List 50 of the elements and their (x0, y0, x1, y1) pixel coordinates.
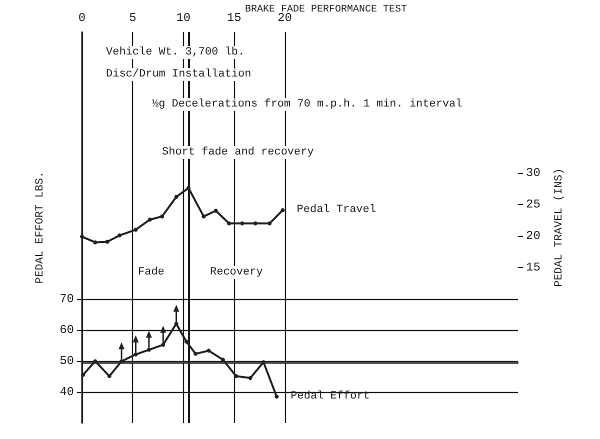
series-label: Pedal Travel (296, 204, 376, 216)
y2-tick-label: 15 (526, 260, 540, 275)
point (202, 214, 206, 218)
annotation: Vehicle Wt. 3,700 lb. (106, 46, 245, 58)
point (280, 208, 285, 212)
y2-axis-title: PEDAL TRAVEL (INS) (554, 168, 566, 287)
point (206, 348, 211, 353)
point (161, 342, 166, 347)
point (184, 340, 188, 344)
annotation: Recovery (210, 266, 264, 278)
point (248, 376, 252, 380)
x-tick-label: 20 (278, 11, 292, 25)
y-tick-label: 40 (60, 384, 74, 399)
annotation: Fade (138, 266, 164, 278)
point (134, 352, 138, 356)
point (134, 228, 138, 232)
y2-tick-label: 20 (526, 229, 540, 244)
point (81, 372, 86, 377)
x-tick-label: 0 (78, 11, 86, 25)
annotation: Disc/Drum Installation (106, 68, 252, 80)
point (186, 186, 190, 190)
point (93, 240, 98, 244)
x-tick-label: 5 (129, 11, 136, 25)
point (80, 234, 84, 239)
point (174, 194, 178, 199)
point (174, 322, 178, 326)
x-tick-label: 10 (176, 11, 191, 25)
y-tick-label: 60 (60, 322, 74, 337)
y-tick-label: 50 (60, 354, 74, 368)
point (194, 352, 198, 356)
y2-tick-label: 30 (526, 166, 540, 180)
point (240, 221, 244, 226)
point (214, 208, 218, 213)
point (107, 374, 112, 378)
point (118, 233, 122, 238)
point (105, 240, 110, 244)
annotation: Short fade and recovery (162, 146, 314, 158)
point (227, 221, 232, 226)
point (148, 218, 152, 222)
y2-tick-label: 25 (526, 197, 540, 212)
point (262, 360, 266, 364)
point (146, 348, 151, 352)
point (253, 221, 258, 226)
point (274, 394, 279, 399)
y-tick-label: 70 (60, 292, 74, 306)
point (160, 214, 164, 218)
y-axis-title: PEDAL EFFORT LBS. (34, 171, 46, 284)
annotation: ½g Decelerations from 70 m.p.h. 1 min. interval (152, 98, 462, 110)
point (268, 221, 272, 226)
x-tick-label: 15 (226, 11, 242, 25)
